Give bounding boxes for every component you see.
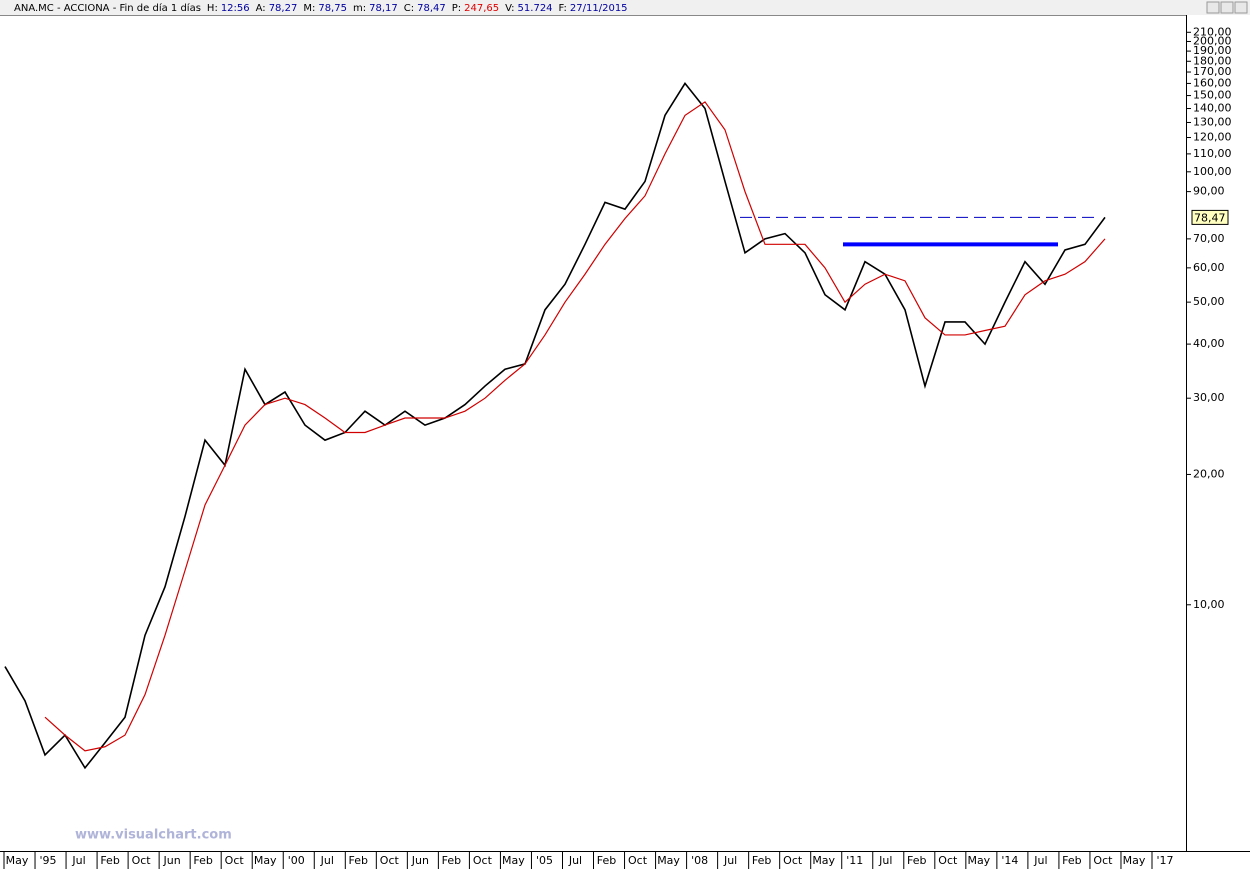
- header-label: M:: [303, 3, 315, 14]
- x-tick-label: Feb: [597, 854, 616, 867]
- x-tick-label: Jun: [411, 854, 429, 867]
- y-tick-label: 200,00: [1193, 34, 1232, 47]
- x-tick-label: Feb: [442, 854, 461, 867]
- x-tick-label: Feb: [193, 854, 212, 867]
- y-tick-label: 30,00: [1193, 391, 1225, 404]
- x-tick-label: Jul: [568, 854, 582, 867]
- y-tick-label: 40,00: [1193, 337, 1225, 350]
- x-tick-label: '95: [40, 854, 57, 867]
- header-bar: [0, 0, 1250, 15]
- y-tick-label: 130,00: [1193, 115, 1232, 128]
- maximize-button[interactable]: [1220, 1, 1234, 14]
- header-value: 247,65: [464, 3, 499, 14]
- x-tick-label: Feb: [349, 854, 368, 867]
- x-tick-label: Oct: [132, 854, 152, 867]
- x-tick-label: Feb: [752, 854, 771, 867]
- axis-panel: [1186, 15, 1250, 851]
- x-tick-label: Feb: [1062, 854, 1081, 867]
- header-value: 51.724: [518, 3, 553, 14]
- y-tick-label: 160,00: [1193, 76, 1232, 89]
- watermark: www.visualchart.com: [75, 828, 232, 843]
- x-tick-label: May: [502, 854, 525, 867]
- y-tick-label: 20,00: [1193, 467, 1225, 480]
- header-label: C:: [404, 3, 414, 14]
- x-tick-label: May: [967, 854, 990, 867]
- x-tick-label: Oct: [225, 854, 245, 867]
- y-tick-label: 180,00: [1193, 54, 1232, 67]
- header-value: 78,17: [369, 3, 398, 14]
- y-tick-label: 110,00: [1193, 147, 1232, 160]
- x-tick-label: '11: [846, 854, 863, 867]
- header-value: 78,75: [318, 3, 347, 14]
- header-title: ANA.MC - ACCIONA - Fin de día 1 días: [14, 2, 201, 14]
- y-tick-label: 100,00: [1193, 165, 1232, 178]
- x-tick-label: '05: [536, 854, 553, 867]
- x-tick-label: May: [6, 854, 29, 867]
- header-label: F:: [559, 3, 567, 14]
- x-tick-label: Jul: [320, 854, 334, 867]
- y-tick-label: 210,00: [1193, 25, 1232, 38]
- x-tick-label: May: [657, 854, 680, 867]
- price-line: [4, 82, 1106, 770]
- y-tick-label: 120,00: [1193, 131, 1232, 144]
- x-tick-label: May: [1123, 854, 1146, 867]
- header-value: 78,27: [269, 3, 298, 14]
- x-tick-label: Jul: [878, 854, 892, 867]
- y-tick-label: 140,00: [1193, 102, 1232, 115]
- header-label: H:: [207, 3, 218, 14]
- x-tick-label: May: [254, 854, 277, 867]
- header-value: 12:56: [221, 3, 250, 14]
- x-tick-label: '00: [288, 854, 305, 867]
- header-value: 27/11/2015: [570, 3, 628, 14]
- x-tick-label: Jun: [163, 854, 181, 867]
- price-tag-label: 78,47: [1194, 211, 1226, 224]
- header-label: m:: [353, 3, 366, 14]
- y-tick-label: 90,00: [1193, 185, 1225, 198]
- x-tick-label: Oct: [628, 854, 648, 867]
- x-tick-label: Oct: [380, 854, 400, 867]
- close-button[interactable]: [1234, 1, 1248, 14]
- header-text: ANA.MC - ACCIONA - Fin de día 1 días H: 12…: [14, 2, 628, 14]
- minimize-button[interactable]: [1206, 1, 1220, 14]
- y-tick-label: 70,00: [1193, 232, 1225, 245]
- y-tick-label: 50,00: [1193, 295, 1225, 308]
- y-tick-label: 10,00: [1193, 598, 1225, 611]
- y-tick-label: 150,00: [1193, 89, 1232, 102]
- x-tick-label: '17: [1156, 854, 1173, 867]
- x-tick-label: Feb: [100, 854, 119, 867]
- header-label: A:: [256, 3, 266, 14]
- x-tick-label: May: [812, 854, 835, 867]
- x-tick-label: Feb: [907, 854, 926, 867]
- x-tick-label: Oct: [1093, 854, 1113, 867]
- y-tick-label: 190,00: [1193, 44, 1232, 57]
- x-tick-label: '14: [1001, 854, 1018, 867]
- x-tick-label: Oct: [783, 854, 803, 867]
- price-tag: [1191, 209, 1229, 225]
- price-line: [44, 101, 1106, 752]
- x-tick-label: Jul: [71, 854, 85, 867]
- x-tick-label: Jul: [723, 854, 737, 867]
- header-value: 78,47: [417, 3, 446, 14]
- y-tick-label: 170,00: [1193, 65, 1232, 78]
- x-tick-label: Oct: [938, 854, 958, 867]
- header-label: P:: [452, 3, 461, 14]
- x-tick-label: '08: [691, 854, 708, 867]
- header-label: V:: [505, 3, 514, 14]
- x-tick-label: Jul: [1033, 854, 1047, 867]
- x-tick-label: Oct: [473, 854, 493, 867]
- y-tick-label: 60,00: [1193, 261, 1225, 274]
